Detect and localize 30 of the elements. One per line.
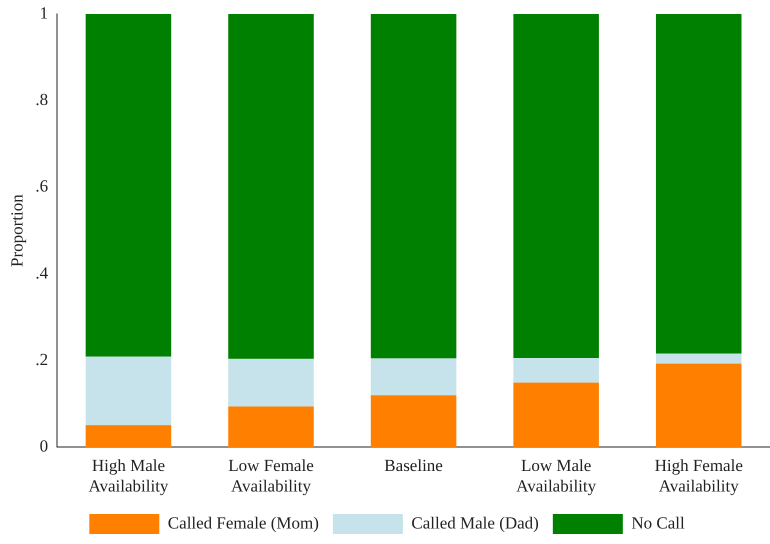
bar — [86, 425, 172, 448]
bar — [228, 14, 314, 359]
bar — [513, 14, 599, 358]
bar — [513, 382, 599, 448]
x-tick-label: High Female Availability — [654, 456, 743, 496]
legend-label: No Call — [631, 513, 685, 532]
y-tick-label: 1 — [40, 3, 48, 22]
bar — [370, 358, 456, 396]
legend-label: Called Male (Dad) — [411, 513, 539, 532]
y-tick-label: .4 — [35, 263, 49, 282]
bar — [656, 364, 742, 448]
bar — [370, 395, 456, 448]
bar — [228, 358, 314, 406]
y-tick-label: .2 — [35, 350, 48, 370]
y-tick-label: 0 — [40, 436, 48, 456]
y-tick-label: .8 — [35, 90, 48, 110]
y-axis-title: Proportion — [8, 194, 27, 267]
x-tick-label: High Male Availability — [88, 456, 169, 496]
x-tick-label: Low Female Availability — [228, 456, 314, 496]
bar — [513, 358, 599, 383]
x-tick-label: Baseline — [384, 456, 443, 475]
x-tick-label: Low Male Availability — [516, 456, 597, 496]
bar — [370, 14, 456, 358]
bar — [86, 14, 172, 357]
bar — [656, 354, 742, 364]
bar — [656, 14, 742, 354]
y-tick-label: .6 — [35, 176, 48, 196]
bar — [86, 356, 172, 426]
legend-label: Called Female (Mom) — [168, 513, 319, 532]
bar — [228, 406, 314, 448]
